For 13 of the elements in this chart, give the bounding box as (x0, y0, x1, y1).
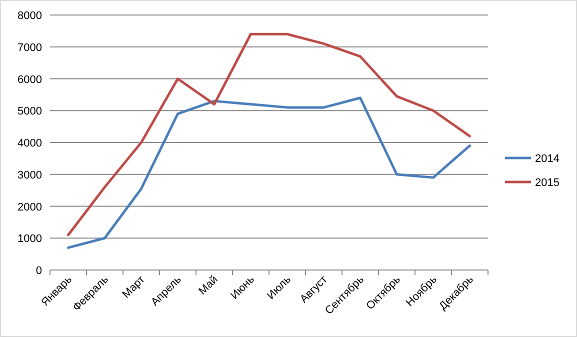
legend-label: 2015 (535, 177, 560, 189)
y-tick-label: 4000 (18, 138, 42, 150)
legend-label: 2014 (535, 153, 560, 165)
y-tick-label: 6000 (18, 74, 42, 86)
line-series (67, 32, 471, 236)
y-tick-label: 1000 (18, 233, 42, 246)
y-tick-label: 5000 (18, 106, 42, 118)
y-tick-label: 2000 (18, 201, 42, 214)
y-tick-label: 0 (36, 265, 42, 277)
y-tick-label: 7000 (18, 42, 42, 54)
y-tick-label: 8000 (18, 10, 42, 22)
line-series (67, 96, 471, 249)
y-tick-label: 3000 (18, 169, 42, 182)
